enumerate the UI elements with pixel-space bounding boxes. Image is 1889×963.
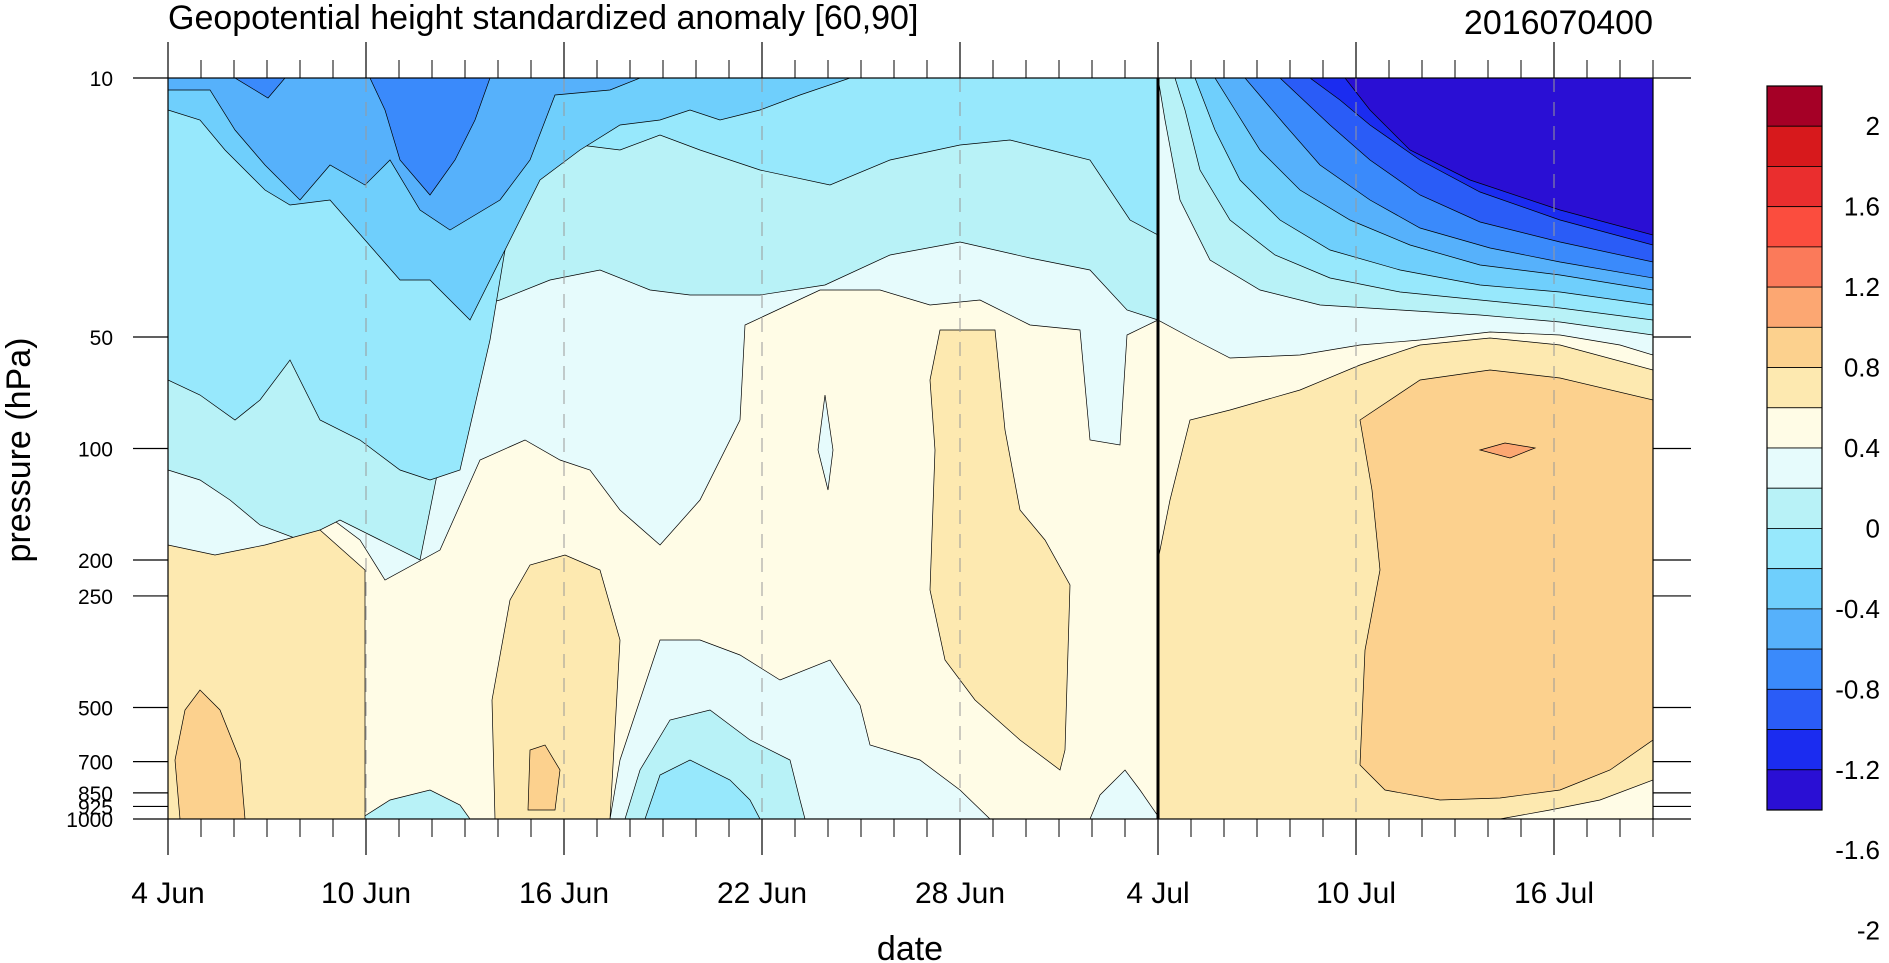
colorbar-label: -0.4 — [1835, 594, 1880, 624]
y-tick-label: 50 — [90, 327, 113, 350]
colorbar-swatch — [1766, 125, 1823, 167]
colorbar-label: -1.2 — [1835, 755, 1880, 785]
colorbar-swatch — [1766, 85, 1823, 127]
x-tick-label: 10 Jun — [321, 877, 411, 910]
contour-pos-7 — [1359, 369, 1653, 801]
colorbar-swatch — [1766, 487, 1823, 529]
colorbar-label: 0.8 — [1844, 353, 1880, 383]
colorbar-swatch — [1766, 568, 1823, 610]
colorbar-swatch — [1766, 729, 1823, 771]
colorbar-label: -1.6 — [1835, 835, 1880, 865]
contour-neg-6 — [369, 78, 491, 196]
contour-pos-4 — [527, 744, 561, 811]
x-tick-label: 22 Jun — [717, 877, 807, 910]
colorbar-swatch — [1766, 407, 1823, 449]
colorbar-swatch — [1766, 688, 1823, 730]
y-tick-label: 10 — [90, 68, 113, 91]
colorbar-swatch — [1766, 769, 1823, 811]
x-axis-label: date — [877, 930, 943, 963]
y-tick-label: 1000 — [66, 809, 113, 832]
x-grid-lines — [167, 78, 1555, 819]
colorbar-swatch — [1766, 206, 1823, 248]
x-tick-label: 28 Jun — [915, 877, 1005, 910]
contour-pos-8 — [1478, 442, 1537, 459]
y-tick-label: 200 — [78, 550, 113, 573]
colorbar-label: -2 — [1857, 916, 1880, 946]
contour-neg-r9 — [1344, 78, 1653, 236]
contour-neg-low5 — [1089, 769, 1161, 819]
contour-neg-low3 — [644, 759, 761, 819]
contour-pos-3 — [491, 554, 621, 819]
chart-subtitle: 2016070400 — [1464, 4, 1653, 42]
colorbar-swatch — [1766, 166, 1823, 208]
colorbar-label: 1.6 — [1844, 192, 1880, 222]
contour-pos-2 — [174, 689, 246, 819]
y-tick-label: 850 — [78, 783, 113, 806]
colorbar-swatch — [1766, 326, 1823, 368]
colorbar-label: 1.2 — [1844, 272, 1880, 302]
colorbar-swatch — [1766, 608, 1823, 650]
x-tick-label: 10 Jul — [1316, 877, 1396, 910]
chart-title: Geopotential height standardized anomaly… — [168, 0, 918, 37]
x-tick-label: 16 Jul — [1514, 877, 1594, 910]
x-tick-label: 4 Jun — [131, 877, 204, 910]
colorbar-label: 0 — [1866, 513, 1880, 543]
y-tick-label: 250 — [78, 586, 113, 609]
colorbar: 2 1.6 1.2 0.8 0.4 0 -0.4 -0.8 -1.2 -1.6 -2 — [1766, 85, 1880, 946]
contour-neg-low4 — [359, 789, 471, 819]
colorbar-label: 0.4 — [1844, 433, 1880, 463]
colorbar-label: -0.8 — [1835, 674, 1880, 704]
colorbar-swatch — [1766, 246, 1823, 288]
colorbar-swatch — [1766, 528, 1823, 570]
colorbar-swatch — [1766, 447, 1823, 489]
x-tick-label: 4 Jul — [1126, 877, 1189, 910]
contour-neg-7 — [234, 78, 286, 99]
y-axis-label: pressure (hPa) — [0, 338, 38, 563]
y-tick-label: 925 — [78, 796, 113, 819]
colorbar-swatch — [1766, 367, 1823, 409]
contour-pocket — [817, 394, 834, 491]
colorbar-swatch — [1766, 286, 1823, 328]
x-axis: 4 Jun 10 Jun 16 Jun 22 Jun 28 Jun 4 Jul 10 Jul… — [131, 42, 1654, 910]
colorbar-label: 2 — [1866, 111, 1880, 141]
x-tick-label: 16 Jun — [519, 877, 609, 910]
colorbar-frame — [1766, 85, 1823, 811]
y-tick-label: 100 — [78, 439, 113, 462]
colorbar-swatch — [1766, 648, 1823, 690]
contour-pos-5 — [929, 329, 1071, 771]
y-tick-label: 700 — [78, 752, 113, 775]
y-tick-label: 500 — [78, 697, 113, 720]
contour-fill — [168, 78, 1653, 819]
